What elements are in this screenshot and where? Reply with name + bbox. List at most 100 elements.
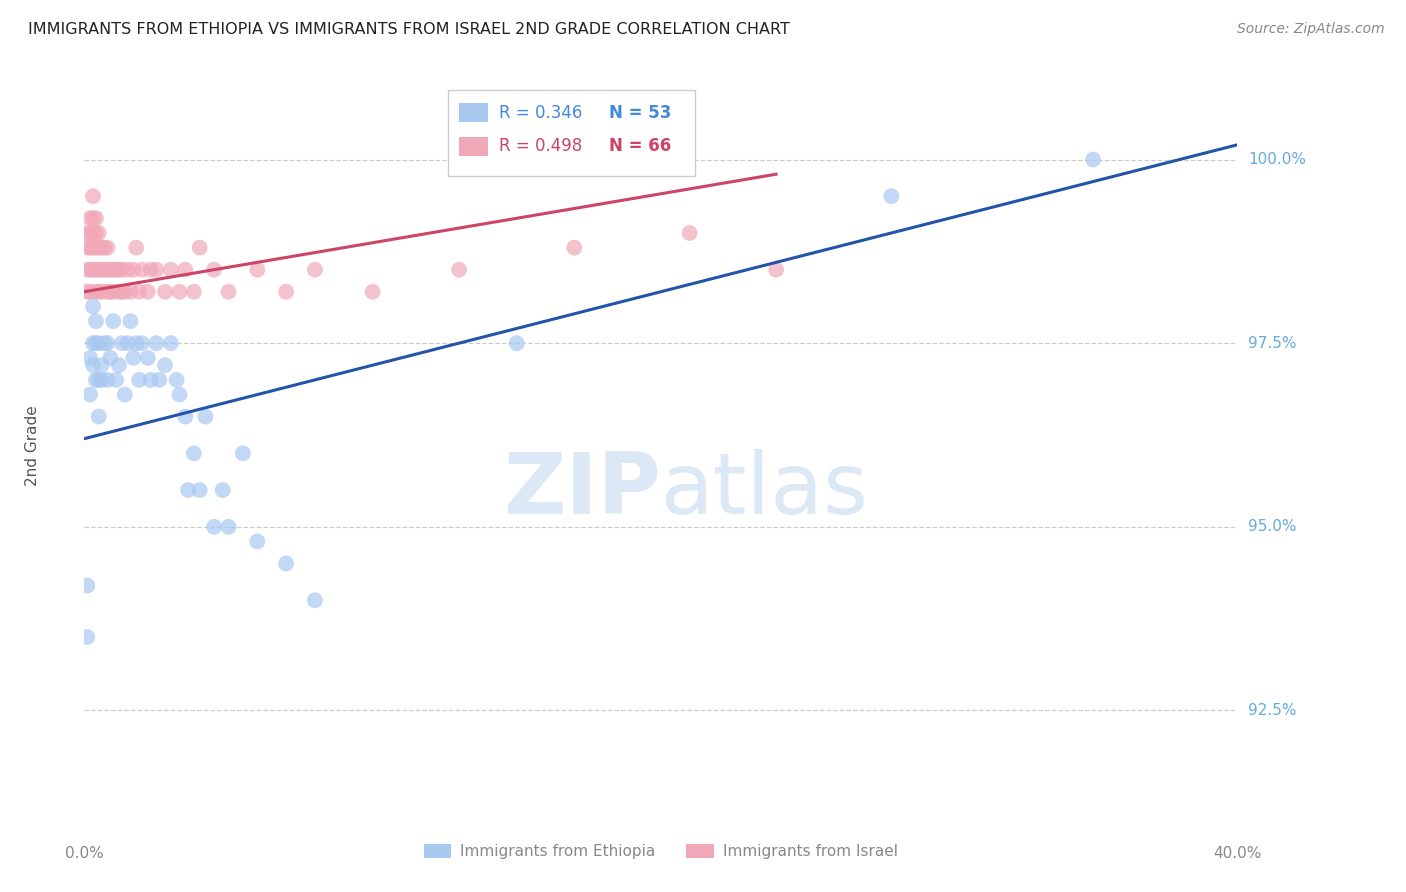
Text: 40.0%: 40.0% (1213, 847, 1261, 862)
Point (125, 336, 148, 351)
Text: N = 66: N = 66 (609, 137, 671, 155)
Text: 97.5%: 97.5% (1249, 335, 1296, 351)
Point (211, 483, 233, 497)
Point (84, 373, 107, 387)
Point (232, 446, 254, 460)
Point (103, 314, 124, 328)
Point (79, 262, 101, 277)
Point (84, 314, 107, 328)
Point (87, 241, 110, 255)
Point (136, 351, 159, 365)
Point (103, 285, 124, 299)
Point (82, 300, 104, 314)
Point (79, 241, 101, 255)
Text: atlas: atlas (661, 450, 869, 533)
Point (111, 262, 134, 277)
Point (76, 578, 98, 592)
Point (79, 211, 101, 226)
Point (202, 520, 225, 534)
Point (131, 262, 153, 277)
Point (79, 351, 101, 365)
Text: Source: ZipAtlas.com: Source: ZipAtlas.com (1237, 22, 1385, 37)
Point (246, 262, 269, 277)
Point (122, 262, 145, 277)
Point (84, 211, 107, 226)
Point (145, 262, 167, 277)
Point (108, 262, 131, 277)
Point (105, 373, 128, 387)
Point (114, 387, 136, 401)
Point (82, 189, 104, 203)
Point (166, 373, 188, 387)
Text: ZIP: ZIP (503, 450, 661, 533)
Point (79, 285, 101, 299)
Point (93, 336, 115, 351)
Point (82, 211, 104, 226)
Point (96, 285, 118, 299)
Point (361, 285, 384, 299)
Text: 100.0%: 100.0% (1249, 152, 1306, 167)
FancyBboxPatch shape (447, 90, 696, 177)
Point (880, 189, 903, 203)
Text: 2nd Grade: 2nd Grade (25, 406, 39, 486)
Point (84, 241, 107, 255)
Point (98, 285, 121, 299)
Point (128, 285, 150, 299)
Point (90, 241, 112, 255)
Point (87, 409, 110, 424)
Text: 95.0%: 95.0% (1249, 519, 1296, 534)
Point (90, 262, 112, 277)
Point (148, 373, 170, 387)
Point (564, 241, 586, 255)
Point (114, 285, 136, 299)
Point (111, 285, 134, 299)
Point (139, 262, 162, 277)
Point (96, 262, 118, 277)
Text: 92.5%: 92.5% (1249, 703, 1296, 718)
Point (139, 373, 162, 387)
Point (120, 285, 142, 299)
Point (246, 534, 269, 549)
Point (183, 446, 205, 460)
Point (105, 262, 128, 277)
Point (79, 387, 101, 401)
FancyBboxPatch shape (460, 103, 488, 122)
Point (131, 336, 153, 351)
Point (122, 351, 145, 365)
Point (136, 285, 159, 299)
Point (169, 387, 191, 401)
Point (96, 241, 118, 255)
Point (87, 336, 110, 351)
Point (76, 262, 98, 277)
Point (1083, 153, 1105, 167)
Point (169, 285, 191, 299)
Point (202, 262, 225, 277)
Point (160, 336, 183, 351)
Point (87, 226, 110, 240)
Point (76, 226, 98, 240)
Point (218, 520, 240, 534)
Point (96, 373, 118, 387)
Point (87, 262, 110, 277)
FancyBboxPatch shape (460, 136, 488, 155)
Point (82, 241, 104, 255)
Point (679, 226, 702, 240)
Point (98, 351, 121, 365)
Point (765, 262, 787, 277)
Point (76, 630, 98, 644)
Point (276, 285, 298, 299)
Point (174, 409, 197, 424)
Point (82, 358, 104, 372)
Point (117, 336, 139, 351)
Point (76, 285, 98, 299)
Text: 0.0%: 0.0% (65, 847, 104, 862)
Point (84, 262, 107, 277)
Point (188, 241, 211, 255)
Point (188, 483, 211, 497)
Point (120, 314, 142, 328)
Point (276, 557, 298, 571)
Point (90, 373, 112, 387)
Point (177, 483, 200, 497)
Point (98, 262, 121, 277)
Text: R = 0.346: R = 0.346 (499, 103, 582, 121)
